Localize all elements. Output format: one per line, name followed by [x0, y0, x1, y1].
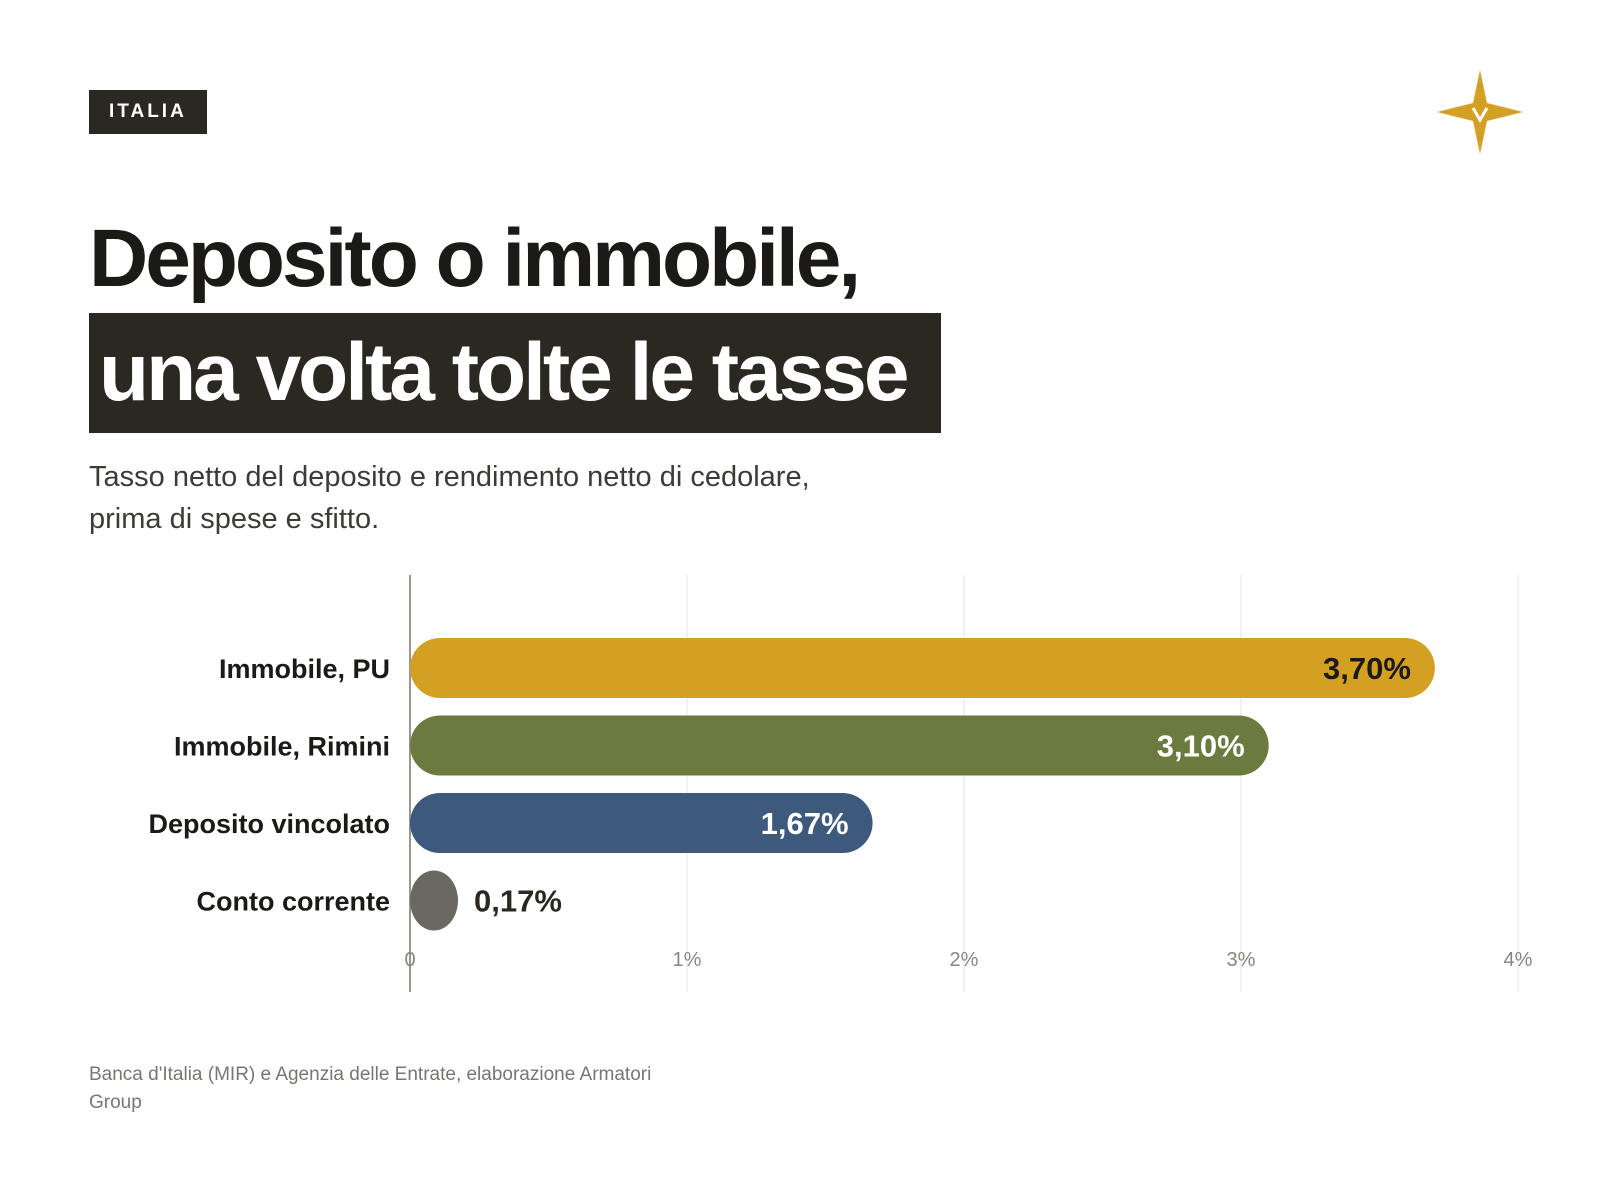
x-tick-label: 1% [673, 949, 702, 971]
category-label: Immobile, Rimini [174, 732, 390, 762]
source-line-1: Banca d'Italia (MIR) e Agenzia delle Ent… [89, 1064, 652, 1085]
bar-value-label: 1,67% [761, 806, 849, 841]
bar-value-label: 3,10% [1157, 729, 1245, 764]
bar-value-label: 0,17% [474, 884, 562, 919]
bar-value-label: 3,70% [1323, 651, 1411, 686]
bar [410, 715, 1269, 776]
title-line-1: Deposito o immobile, [89, 213, 861, 304]
x-tick-label: 3% [1227, 949, 1256, 971]
subtitle: Tasso netto del deposito e rendimento ne… [89, 456, 949, 540]
subtitle-line-1: Tasso netto del deposito e rendimento ne… [89, 461, 810, 493]
bar [410, 638, 1435, 698]
category-label: Immobile, PU [219, 654, 390, 684]
title-line-2: una volta tolte le tasse [99, 327, 909, 418]
category-label: Deposito vincolato [148, 809, 390, 839]
title-highlight-box: una volta tolte le tasse [89, 313, 941, 433]
bar [410, 793, 873, 853]
category-label: Conto corrente [196, 887, 390, 917]
source-note: Banca d'Italia (MIR) e Agenzia delle Ent… [89, 1061, 729, 1117]
bar [410, 870, 458, 931]
region-tag: ITALIA [89, 90, 207, 134]
subtitle-line-2: prima di spese e sfitto. [89, 503, 380, 535]
x-tick-label: 4% [1504, 949, 1533, 971]
source-line-2: Group [89, 1092, 142, 1113]
x-tick-label: 2% [950, 949, 979, 971]
four-pointed-star-icon [1437, 70, 1523, 154]
x-tick-label: 0 [404, 949, 415, 971]
